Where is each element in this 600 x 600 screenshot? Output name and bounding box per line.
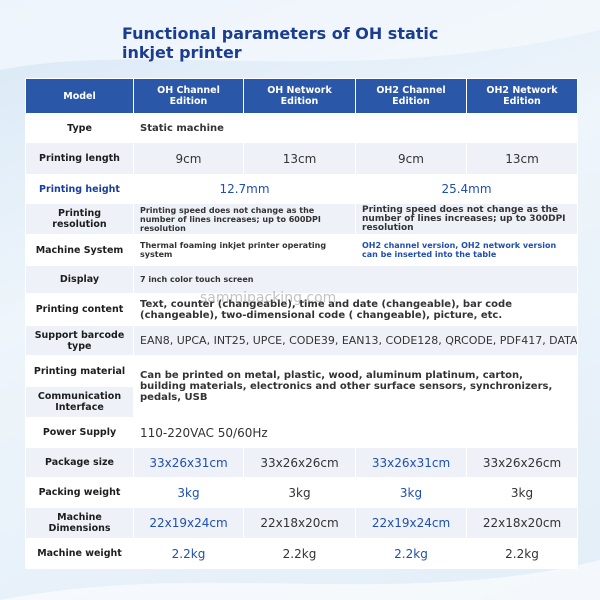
table-row: Machine Dimensions 22x19x24cm 22x18x20cm 22… <box>25 507 578 539</box>
cell: 12.7mm <box>133 174 356 204</box>
cell: Printing speed does not change as the nu… <box>133 203 356 235</box>
row-label: Printing length <box>25 142 134 175</box>
table-row: Power Supply 110-220VAC 50/60Hz <box>25 417 578 448</box>
row-label: Packing weight <box>25 477 134 508</box>
table-row: Printing material Can be printed on metal… <box>25 355 578 418</box>
cell: 2.2kg <box>133 538 244 569</box>
cell: 25.4mm <box>355 174 578 204</box>
header-cell: OH Network Edition <box>243 78 356 114</box>
row-label: Power Supply <box>25 417 134 448</box>
cell: 110-220VAC 50/60Hz <box>133 417 578 448</box>
title: Functional parameters of OH static inkje… <box>122 24 439 62</box>
row-label: Support barcode type <box>25 325 134 356</box>
cell: EAN8, UPCA, INT25, UPCE, CODE39, EAN13, … <box>133 325 578 356</box>
cell: 9cm <box>355 142 467 175</box>
cell: 22x18x20cm <box>243 507 356 539</box>
table-row: Printing length 9cm 13cm 9cm 13cm <box>25 142 578 175</box>
row-label: Printing material <box>25 355 134 387</box>
table-row: Printing resolution Printing speed does n… <box>25 203 578 235</box>
cell: 3kg <box>133 477 244 508</box>
cell: 2.2kg <box>243 538 356 569</box>
row-label: Printing height <box>25 174 134 204</box>
cell: 33x26x26cm <box>243 447 356 478</box>
row-label: Printing content <box>25 293 134 326</box>
header-cell: Model <box>25 78 134 114</box>
row-label: Machine weight <box>25 538 134 569</box>
row-label: Display <box>25 265 134 294</box>
spec-table: Model OH Channel Edition OH Network Editio… <box>25 78 578 569</box>
header-cell: OH Channel Edition <box>133 78 244 114</box>
cell: 22x19x24cm <box>355 507 467 539</box>
row-label: Package size <box>25 447 134 478</box>
row-label: Machine System <box>25 234 134 266</box>
header-row: Model OH Channel Edition OH Network Editio… <box>25 78 578 114</box>
cell: Can be printed on metal, plastic, wood, … <box>133 355 578 418</box>
row-label: Machine Dimensions <box>25 507 134 539</box>
row-label: Type <box>25 113 134 143</box>
cell: 33x26x31cm <box>355 447 467 478</box>
cell: OH2 channel version, OH2 network version… <box>355 234 578 266</box>
row-label: Printing resolution <box>25 203 134 235</box>
cell: Thermal foaming inkjet printer operating… <box>133 234 356 266</box>
cell: 13cm <box>466 142 578 175</box>
cell: 2.2kg <box>355 538 467 569</box>
cell: Text, counter (changeable), time and dat… <box>133 293 578 326</box>
table-row: Type Static machine <box>25 113 578 143</box>
row-label: Communication Interface <box>25 386 134 418</box>
watermark: sammipacking.com <box>200 290 337 306</box>
cell: 33x26x31cm <box>133 447 244 478</box>
table-row: Printing height 12.7mm 25.4mm <box>25 174 578 204</box>
cell: 22x18x20cm <box>466 507 578 539</box>
cell: 2.2kg <box>466 538 578 569</box>
table-row: Packing weight 3kg 3kg 3kg 3kg <box>25 477 578 508</box>
header-cell: OH2 Channel Edition <box>355 78 467 114</box>
header-cell: OH2 Network Edition <box>466 78 578 114</box>
table-row: Support barcode type EAN8, UPCA, INT25, U… <box>25 325 578 356</box>
cell: 13cm <box>243 142 356 175</box>
table-row: Printing content Text, counter (changeabl… <box>25 293 578 326</box>
cell: 3kg <box>466 477 578 508</box>
cell: Static machine <box>133 113 578 143</box>
table-row: Machine weight 2.2kg 2.2kg 2.2kg 2.2kg <box>25 538 578 569</box>
cell: 9cm <box>133 142 244 175</box>
cell: 33x26x26cm <box>466 447 578 478</box>
table-row: Machine System Thermal foaming inkjet pri… <box>25 234 578 266</box>
table-row: Communication Interface <box>25 386 578 418</box>
cell: 22x19x24cm <box>133 507 244 539</box>
cell: 3kg <box>243 477 356 508</box>
cell: 3kg <box>355 477 467 508</box>
table-row: Package size 33x26x31cm 33x26x26cm 33x26x31… <box>25 447 578 478</box>
cell: Printing speed does not change as the nu… <box>355 203 578 235</box>
